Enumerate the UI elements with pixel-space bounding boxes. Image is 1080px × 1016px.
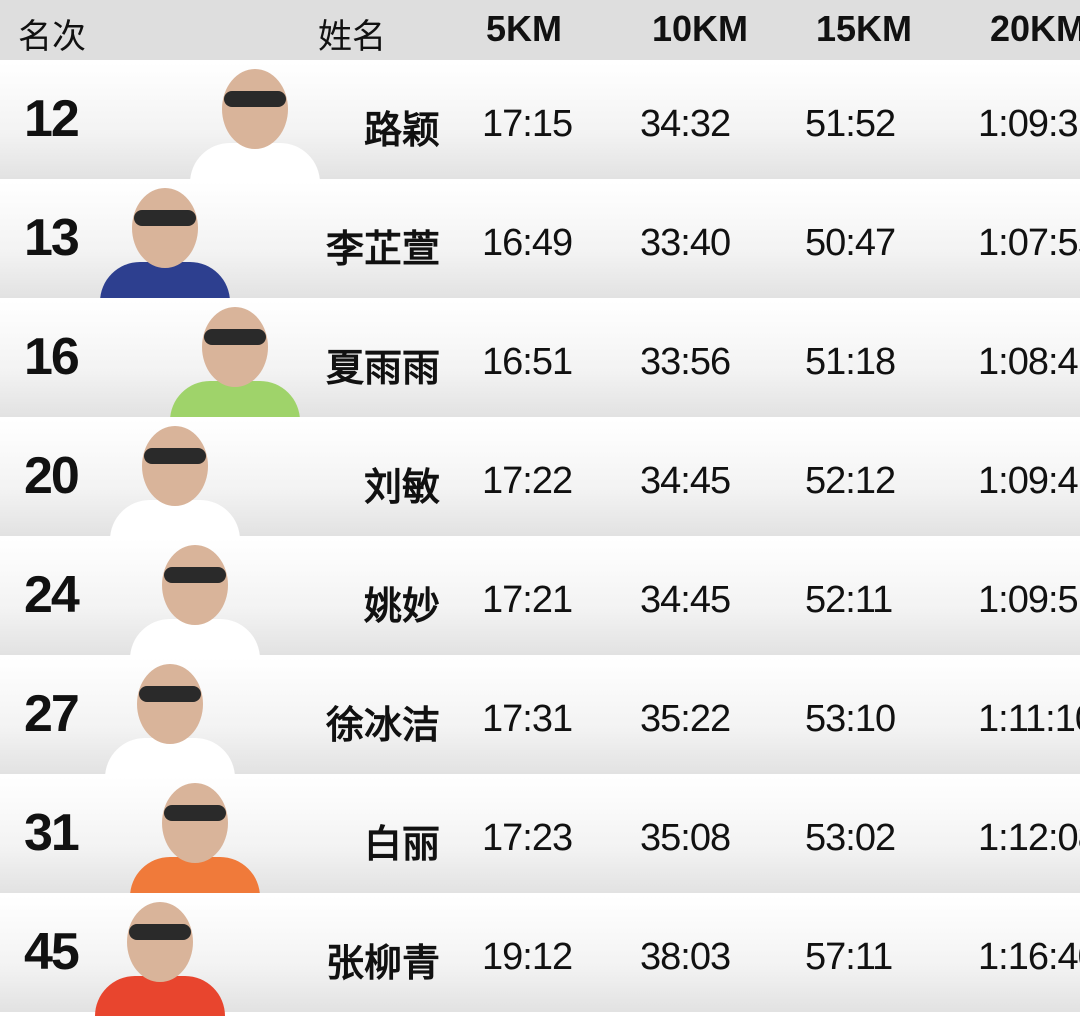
athlete-photo	[90, 182, 240, 302]
rank-cell: 45	[24, 923, 80, 981]
split-5km: 16:51	[482, 341, 573, 383]
athlete-head	[127, 902, 193, 982]
split-20km: 1:11:10	[978, 698, 1080, 740]
athlete-head	[132, 188, 198, 268]
split-20km: 1:09:3	[978, 103, 1079, 145]
rank-cell: 13	[24, 209, 80, 267]
split-20km: 1:09:4	[978, 460, 1079, 502]
split-10km: 38:03	[640, 936, 731, 978]
table-row: 45 张柳青 19:12 38:03 57:11 1:16:40	[0, 893, 1080, 1016]
table-row: 31 白丽 17:23 35:08 53:02 1:12:08	[0, 774, 1080, 897]
athlete-head	[202, 307, 268, 387]
athlete-photo	[160, 301, 310, 421]
athlete-shirt	[95, 976, 225, 1016]
sunglasses-icon	[139, 686, 201, 702]
table-row: 24 姚妙 17:21 34:45 52:11 1:09:5	[0, 536, 1080, 659]
athlete-head	[162, 783, 228, 863]
split-15km: 51:52	[805, 103, 896, 145]
athlete-photo	[120, 777, 270, 897]
athlete-shirt	[190, 143, 320, 183]
split-15km: 52:11	[805, 579, 893, 621]
header-10km: 10KM	[652, 8, 749, 49]
split-10km: 35:22	[640, 698, 731, 740]
rank-cell: 12	[24, 90, 80, 148]
athlete-shirt	[100, 262, 230, 302]
split-5km: 19:12	[482, 936, 573, 978]
split-10km: 34:45	[640, 460, 731, 502]
split-5km: 17:15	[482, 103, 573, 145]
split-20km: 1:16:40	[978, 936, 1080, 978]
sunglasses-icon	[164, 567, 226, 583]
rank-cell: 16	[24, 328, 80, 386]
table-row: 20 刘敏 17:22 34:45 52:12 1:09:4	[0, 417, 1080, 540]
athlete-shirt	[130, 857, 260, 897]
header-15km: 15KM	[816, 8, 913, 49]
table-row: 12 路颖 17:15 34:32 51:52 1:09:3	[0, 60, 1080, 183]
split-20km: 1:09:5	[978, 579, 1079, 621]
split-15km: 52:12	[805, 460, 896, 502]
name-cell: 徐冰洁	[325, 705, 440, 747]
table-row: 13 李芷萱 16:49 33:40 50:47 1:07:55	[0, 179, 1080, 302]
sunglasses-icon	[144, 448, 206, 464]
athlete-photo	[95, 658, 245, 778]
name-cell: 姚妙	[363, 586, 440, 628]
header-rank: 名次	[18, 18, 86, 56]
sunglasses-icon	[129, 924, 191, 940]
name-cell: 白丽	[363, 824, 440, 866]
athlete-photo	[120, 539, 270, 659]
split-15km: 53:10	[805, 698, 896, 740]
split-10km: 33:56	[640, 341, 731, 383]
table-row: 27 徐冰洁 17:31 35:22 53:10 1:11:10	[0, 655, 1080, 778]
sunglasses-icon	[164, 805, 226, 821]
split-10km: 33:40	[640, 222, 731, 264]
table-header: 名次 姓名 5KM 10KM 15KM 20KM	[0, 0, 1080, 60]
split-10km: 35:08	[640, 817, 731, 859]
name-cell: 张柳青	[325, 943, 440, 985]
name-cell: 夏雨雨	[325, 348, 440, 390]
header-5km: 5KM	[486, 8, 563, 49]
athlete-photo	[100, 420, 250, 540]
split-5km: 17:23	[482, 817, 573, 859]
name-cell: 刘敏	[363, 467, 440, 509]
athlete-head	[137, 664, 203, 744]
athlete-shirt	[170, 381, 300, 421]
rank-cell: 24	[24, 566, 80, 624]
split-15km: 50:47	[805, 222, 896, 264]
split-15km: 51:18	[805, 341, 896, 383]
athlete-shirt	[130, 619, 260, 659]
athlete-head	[162, 545, 228, 625]
athlete-head	[142, 426, 208, 506]
athlete-shirt	[110, 500, 240, 540]
split-10km: 34:32	[640, 103, 731, 145]
header-20km: 20KM	[990, 8, 1080, 49]
split-20km: 1:12:08	[978, 817, 1080, 859]
sunglasses-icon	[204, 329, 266, 345]
athlete-photo	[180, 63, 330, 183]
table-row: 16 夏雨雨 16:51 33:56 51:18 1:08:4	[0, 298, 1080, 421]
split-15km: 53:02	[805, 817, 896, 859]
split-10km: 34:45	[640, 579, 731, 621]
header-name: 姓名	[318, 18, 386, 56]
split-5km: 17:22	[482, 460, 573, 502]
athlete-shirt	[105, 738, 235, 778]
athlete-head	[222, 69, 288, 149]
sunglasses-icon	[224, 91, 286, 107]
split-20km: 1:07:55	[978, 222, 1080, 264]
sunglasses-icon	[134, 210, 196, 226]
split-5km: 16:49	[482, 222, 573, 264]
split-5km: 17:21	[482, 579, 573, 621]
name-cell: 李芷萱	[325, 229, 440, 271]
rank-cell: 27	[24, 685, 80, 743]
split-20km: 1:08:4	[978, 341, 1079, 383]
rank-cell: 31	[24, 804, 80, 862]
split-15km: 57:11	[805, 936, 893, 978]
name-cell: 路颖	[363, 110, 440, 152]
rank-cell: 20	[24, 447, 80, 505]
split-5km: 17:31	[482, 698, 573, 740]
athlete-photo	[85, 896, 235, 1016]
